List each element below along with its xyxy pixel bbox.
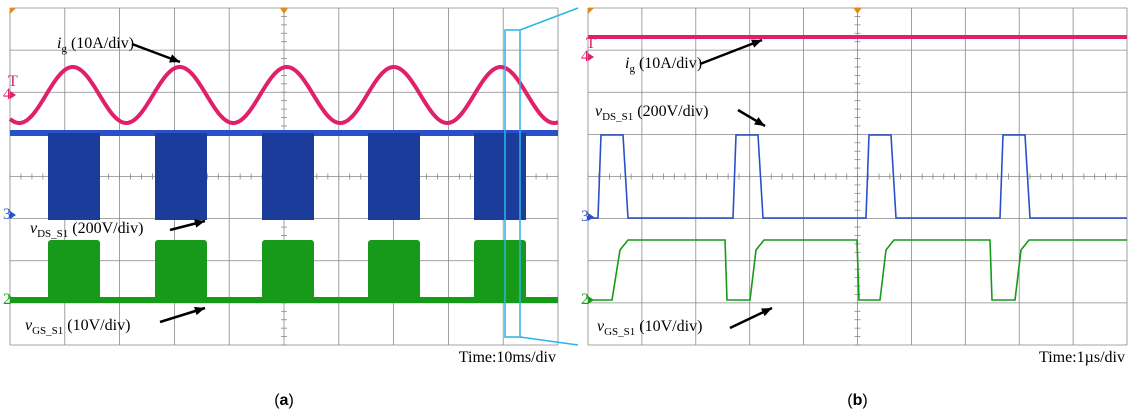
zoom-line [520,337,578,345]
label-scale: (200V/div) [72,220,143,237]
caption-letter: a [280,392,289,409]
vgs-pulse [262,240,314,300]
vgs-pulse [474,240,526,300]
channel-arrow [588,213,594,221]
label-scale: (10A/div) [639,55,702,72]
label-sub: g [629,63,635,75]
label-scale: (10V/div) [639,318,702,335]
label-sub: GS_S1 [604,326,635,338]
time-scale: Time:10ms/div [459,349,556,366]
vds-pulse [48,133,100,220]
waveform-label: vGS_S1(10V/div) [25,317,130,337]
caption: (a) [274,392,294,409]
caption-close: ) [288,392,293,409]
caption: (b) [847,392,867,409]
time-scale: Time:1µs/div [1039,349,1125,366]
vgs-pulse [155,240,207,300]
trigger-marker [588,8,594,14]
channel-marker: 3 [3,206,11,223]
channel-marker: 2 [581,291,589,308]
figure: ig(10A/div)vDS_S1(200V/div)vGS_S1(10V/di… [0,0,1129,417]
waveform-label: vDS_S1(200V/div) [30,220,143,240]
vds-pulse [155,133,207,220]
label-sub: GS_S1 [32,325,63,337]
zoom-line [520,8,578,30]
caption-close: ) [862,392,867,409]
vds-pulse [474,133,526,220]
label-scale: (200V/div) [637,103,708,120]
trigger-marker [280,8,288,14]
trigger-marker [10,8,16,14]
trigger-label: T [586,35,596,52]
channel-marker: 3 [581,208,589,225]
label-sub: g [61,43,67,55]
channel-marker: 2 [3,291,11,308]
trigger-label: T [8,73,18,90]
channel-arrow [10,211,16,219]
label-sub: DS_S1 [602,111,633,123]
vgs-pulse [48,240,100,300]
vds-pulse [368,133,420,220]
channel-arrow [588,53,594,61]
label-scale: (10A/div) [71,35,134,52]
caption-letter: b [853,392,863,409]
label-sub: DS_S1 [37,228,68,240]
waveform-label: ig(10A/div) [625,55,702,75]
overlay: ig(10A/div)vDS_S1(200V/div)vGS_S1(10V/di… [3,35,1125,409]
waveform-label: vGS_S1(10V/div) [597,318,702,338]
vgs-pulse [368,240,420,300]
waveform-label: ig(10A/div) [57,35,134,55]
waveform-label: vDS_S1(200V/div) [595,103,708,123]
label-scale: (10V/div) [67,317,130,334]
ig-waveform [588,35,1127,39]
arrow-head [194,307,205,315]
arrow-head [751,40,762,48]
trigger-marker [854,8,862,14]
scope-panel [10,8,558,345]
vds-pulse [262,133,314,220]
